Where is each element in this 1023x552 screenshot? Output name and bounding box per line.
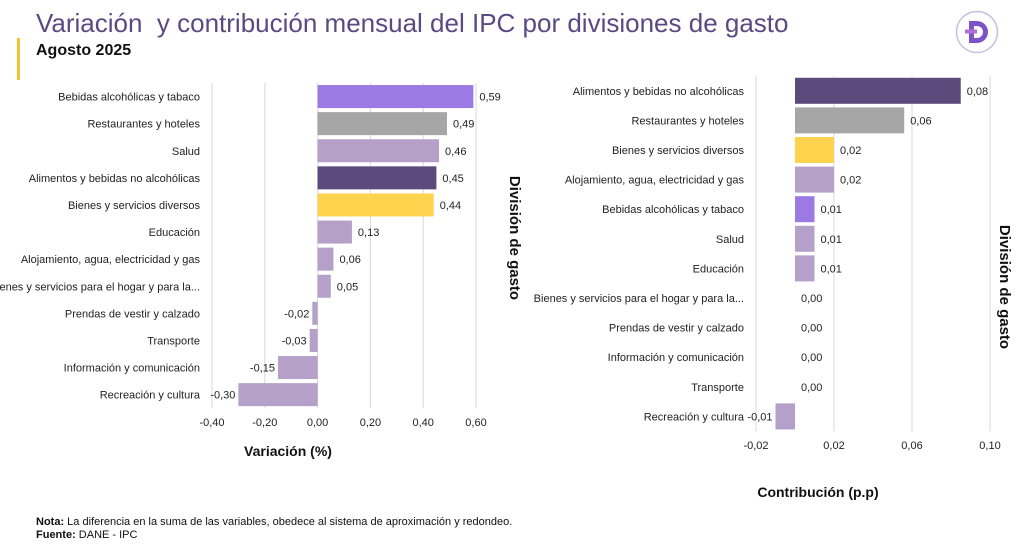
left-data-label: 0,13 [358,227,379,239]
right-data-label: 0,08 [967,86,988,98]
right-data-label: 0,06 [910,115,931,127]
left-category-label: Bebidas alcohólicas y tabaco [58,92,200,104]
left-bar [317,139,440,163]
right-tick-label: -0,02 [743,440,768,452]
left-data-label: 0,45 [442,173,463,185]
right-data-label: 0,00 [801,293,822,305]
left-data-label: -0,03 [282,335,307,347]
right-bar [795,107,905,134]
left-category-label: Prendas de vestir y calzado [65,308,200,320]
left-category-label: Restaurantes y hoteles [87,119,200,131]
right-data-label: 0,01 [821,234,842,246]
left-category-label: Alojamiento, agua, electricidad y gas [21,254,201,266]
source-label: Fuente: [36,529,76,541]
right-category-label: Información y comunicación [608,352,744,364]
left-data-label: -0,30 [210,390,235,402]
right-data-label: 0,00 [801,352,822,364]
left-bar [317,274,331,298]
left-data-label: 0,59 [479,92,500,104]
right-data-label: 0,02 [840,145,861,157]
right-tick-label: 0,02 [823,440,844,452]
right-category-label: Alimentos y bebidas no alcohólicas [573,86,745,98]
right-category-label: Bienes y servicios diversos [612,145,745,157]
left-data-label: 0,44 [440,200,461,212]
left-category-label: Salud [172,146,200,158]
right-x-axis-title: Contribución (p.p) [757,484,878,500]
page-title: Variación y contribución mensual del IPC… [36,8,789,38]
right-category-label: Recreación y cultura [644,411,745,423]
left-bar [238,383,318,407]
right-category-label: Alojamiento, agua, electricidad y gas [565,175,745,187]
right-category-label: Restaurantes y hoteles [631,115,744,127]
left-data-label: -0,02 [284,308,309,320]
left-y-axis-title: División de gasto [506,176,523,300]
left-bar [312,301,318,325]
d-logo-icon [955,10,999,54]
left-category-label: Educación [149,227,200,239]
right-data-label: 0,00 [801,382,822,394]
left-bar [317,193,434,217]
right-category-label: Salud [716,234,744,246]
right-bar [795,166,834,193]
right-category-label: Bebidas alcohólicas y tabaco [602,204,744,216]
right-y-axis-title: División de gasto [996,225,1013,349]
title-accent-bar [17,38,20,80]
source-line: Fuente: DANE - IPC [36,529,512,542]
left-category-label: Información y comunicación [64,363,200,375]
left-bar [317,112,447,136]
footnotes: Nota: La diferencia en la suma de las va… [36,516,512,542]
left-tick-label: 0,60 [465,417,486,429]
note-line: Nota: La diferencia en la suma de las va… [36,516,512,529]
left-tick-label: -0,40 [199,417,224,429]
left-tick-label: 0,20 [360,417,381,429]
right-bar [795,137,834,163]
right-category-label: Educación [693,263,744,275]
left-tick-label: -0,20 [252,417,277,429]
right-data-label: 0,01 [821,204,842,216]
right-tick-label: 0,10 [979,440,1000,452]
right-data-label: 0,01 [821,263,842,275]
note-text: La diferencia en la suma de las variable… [64,516,513,528]
left-category-label: Recreación y cultura [100,390,201,402]
right-category-label: Transporte [691,382,744,394]
right-data-label: -0,01 [747,411,772,423]
left-x-axis-title: Variación (%) [244,443,332,459]
left-data-label: 0,05 [337,281,358,293]
right-data-label: 0,02 [840,175,861,187]
right-bar [795,225,815,252]
left-data-label: 0,06 [339,254,360,266]
left-bar [309,328,318,352]
right-category-label: Prendas de vestir y calzado [609,323,744,335]
left-bar [317,85,474,109]
left-bar [317,220,352,244]
left-category-label: Transporte [147,335,200,347]
left-bar [317,166,437,190]
right-bar [795,196,815,223]
left-data-label: 0,49 [453,119,474,131]
left-category-label: Bienes y servicios diversos [68,200,201,212]
right-data-label: 0,00 [801,323,822,335]
left-category-label: Bienes y servicios para el hogar y para … [0,281,200,293]
left-tick-label: 0,00 [307,417,328,429]
page-subtitle: Agosto 2025 [36,42,132,59]
left-bar [317,247,334,271]
source-text: DANE - IPC [75,529,138,541]
left-bar [278,356,318,380]
right-bar [775,403,795,430]
right-bar [795,255,815,282]
left-data-label: -0,15 [250,363,275,375]
right-category-label: Bienes y servicios para el hogar y para … [534,293,744,305]
left-category-label: Alimentos y bebidas no alcohólicas [29,173,201,185]
left-tick-label: 0,40 [412,417,433,429]
note-label: Nota: [36,516,65,528]
left-data-label: 0,46 [445,146,466,158]
right-bar [795,77,961,104]
right-tick-label: 0,06 [901,440,922,452]
